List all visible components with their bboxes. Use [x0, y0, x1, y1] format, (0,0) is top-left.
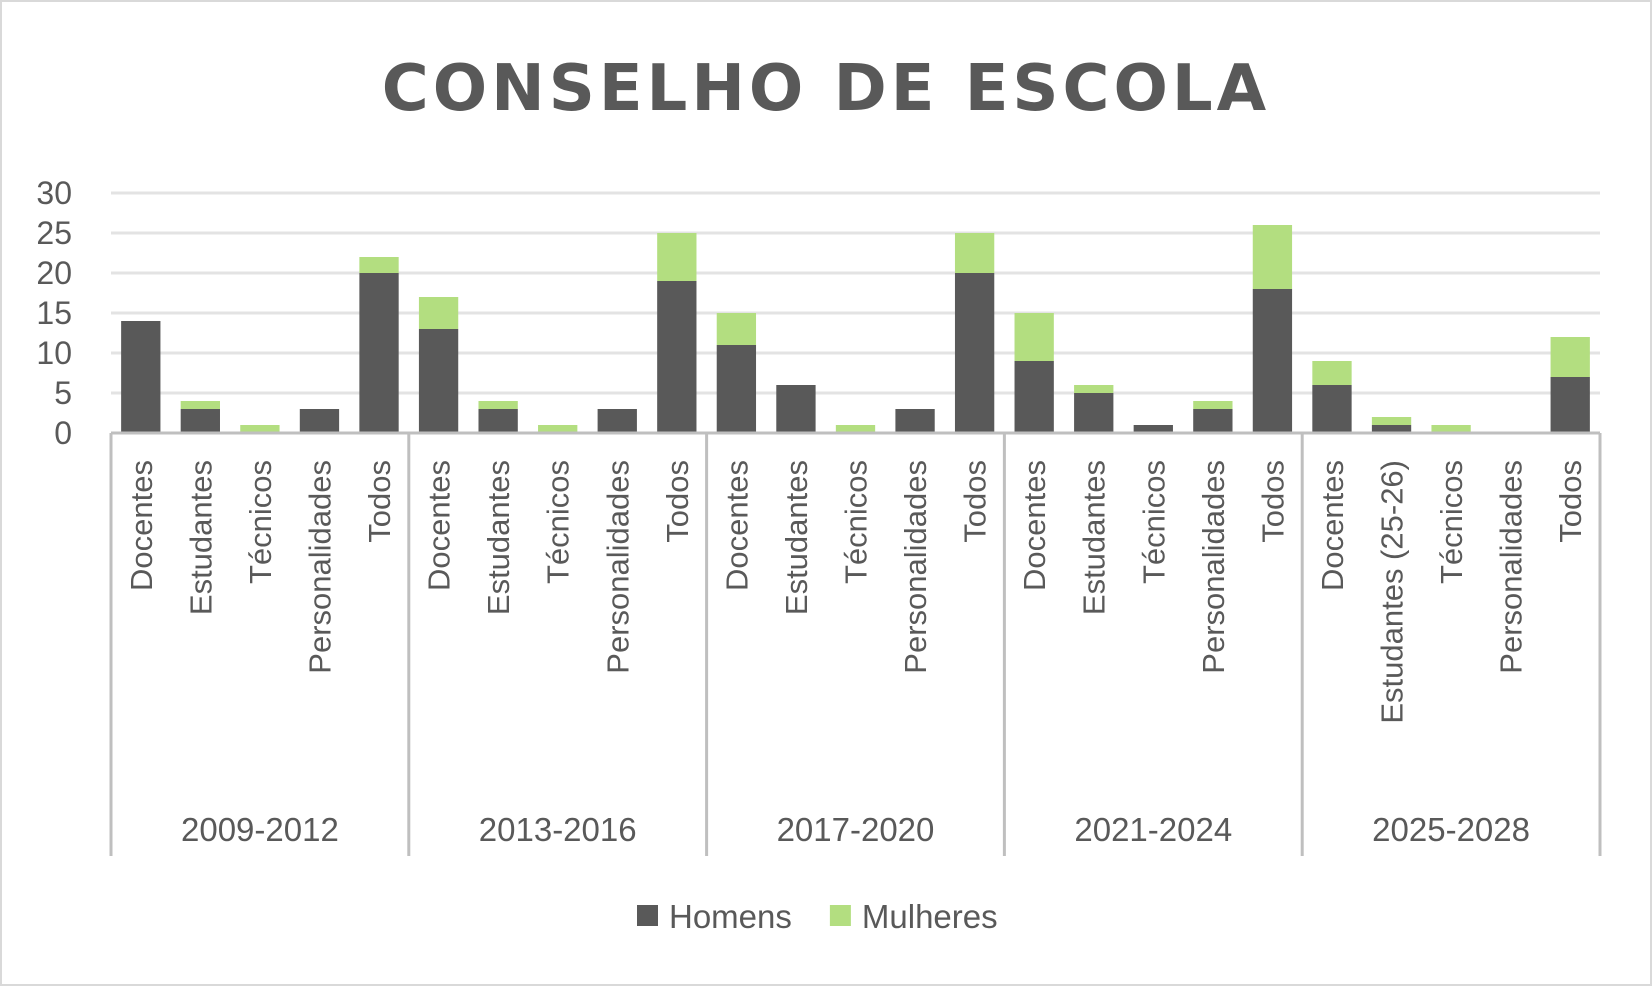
y-tick-label: 20 — [36, 255, 72, 291]
bar-homens — [1252, 289, 1293, 433]
bar-homens — [1550, 377, 1590, 433]
bar-mulheres — [1252, 225, 1293, 289]
legend-label-mulheres: Mulheres — [862, 898, 998, 935]
bar-mulheres — [835, 425, 876, 433]
bar-mulheres — [359, 257, 399, 273]
bar-homens — [954, 273, 995, 433]
bar-mulheres — [180, 401, 220, 409]
category-label: Técnicos — [541, 460, 576, 584]
category-label: Todos — [362, 460, 397, 543]
category-label: Estudantes — [481, 460, 516, 615]
bar-mulheres — [716, 313, 757, 345]
category-label: Estudantes — [1077, 460, 1112, 615]
category-label: Todos — [660, 460, 695, 543]
bar-homens — [121, 321, 161, 433]
bar-homens — [478, 409, 518, 433]
legend-swatch-homens — [637, 905, 658, 926]
bar-mulheres — [240, 425, 280, 433]
category-label: Personalidades — [302, 460, 337, 674]
bar-homens — [299, 409, 340, 433]
bar-homens — [597, 409, 637, 433]
bar-mulheres — [1371, 417, 1412, 425]
category-label: Docentes — [1017, 460, 1052, 591]
bar-homens — [1133, 425, 1173, 433]
category-label: Estudantes — [779, 460, 814, 615]
bar-mulheres — [478, 401, 518, 409]
legend-swatch-mulheres — [829, 905, 851, 926]
category-label: Técnicos — [1434, 460, 1469, 584]
chart-title: CONSELHO DE ESCOLA — [382, 52, 1270, 126]
bar-homens — [359, 273, 399, 433]
bar-mulheres — [954, 233, 995, 273]
bar-homens — [895, 409, 935, 433]
group-label: 2013-2016 — [479, 811, 637, 848]
bar-homens — [1074, 393, 1114, 433]
bar-homens — [776, 385, 816, 433]
group-label: 2009-2012 — [181, 811, 339, 848]
category-label: Técnicos — [839, 460, 874, 584]
category-label: Todos — [958, 460, 993, 543]
category-label: Todos — [1553, 460, 1588, 543]
y-tick-label: 25 — [36, 215, 72, 251]
bar-mulheres — [1014, 313, 1054, 361]
y-tick-label: 15 — [36, 295, 72, 331]
category-label: Personalidades — [898, 460, 933, 674]
group-label: 2017-2020 — [777, 811, 935, 848]
category-label: Docentes — [1315, 460, 1350, 591]
category-label: Personalidades — [600, 460, 635, 674]
category-label: Docentes — [124, 460, 159, 591]
y-tick-label: 10 — [36, 335, 72, 371]
bar-homens — [1312, 385, 1352, 433]
bar-homens — [1371, 425, 1412, 433]
category-label: Todos — [1255, 460, 1290, 543]
category-label: Docentes — [719, 460, 754, 591]
bar-homens — [657, 281, 697, 433]
category-label: Técnicos — [243, 460, 278, 584]
bar-homens — [180, 409, 220, 433]
category-label: Personalidades — [1196, 460, 1231, 674]
bar-mulheres — [657, 233, 697, 281]
bar-mulheres — [1550, 337, 1590, 377]
y-tick-label: 5 — [54, 375, 72, 411]
category-label: Técnicos — [1136, 460, 1171, 584]
bar-mulheres — [1431, 425, 1471, 433]
legend-label-homens: Homens — [669, 898, 792, 935]
bar-mulheres — [538, 425, 578, 433]
group-label: 2021-2024 — [1074, 811, 1232, 848]
bar-homens — [1193, 409, 1233, 433]
category-label: Docentes — [422, 460, 457, 591]
bar-homens — [1014, 361, 1054, 433]
bar-homens — [418, 329, 459, 433]
bar-homens — [716, 345, 757, 433]
bar-mulheres — [1312, 361, 1352, 385]
bar-mulheres — [1193, 401, 1233, 409]
y-tick-label: 0 — [54, 415, 72, 451]
y-tick-label: 30 — [36, 175, 72, 211]
category-label: Estudantes — [183, 460, 218, 615]
bar-mulheres — [418, 297, 459, 329]
category-label: Personalidades — [1494, 460, 1529, 674]
category-label: Estudantes (25-26) — [1375, 460, 1410, 724]
group-label: 2025-2028 — [1372, 811, 1530, 848]
bar-mulheres — [1074, 385, 1114, 393]
